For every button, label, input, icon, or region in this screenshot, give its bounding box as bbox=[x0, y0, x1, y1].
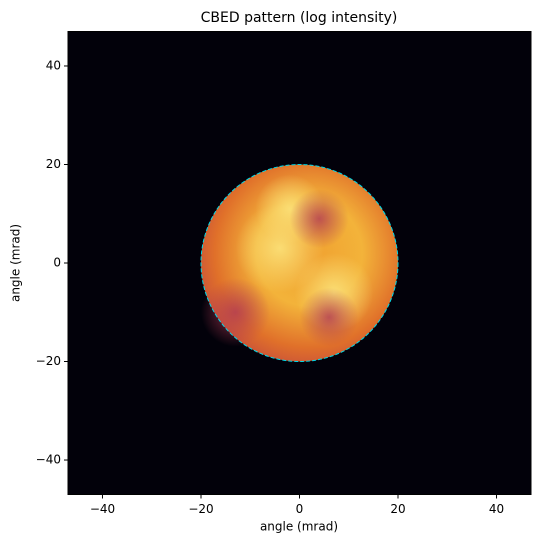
y-axis-label: angle (mrad) bbox=[9, 224, 23, 302]
x-tick-label: −40 bbox=[90, 502, 115, 516]
x-tick-label: 40 bbox=[489, 502, 504, 516]
y-tick-label: 0 bbox=[53, 256, 61, 270]
y-tick-label: 20 bbox=[46, 157, 61, 171]
aperture-circle bbox=[200, 163, 399, 363]
disk-texture bbox=[299, 287, 359, 347]
x-tick-label: −20 bbox=[188, 502, 213, 516]
y-tick-label: 40 bbox=[46, 58, 61, 72]
x-axis-label: angle (mrad) bbox=[260, 520, 338, 534]
y-tick-label: −40 bbox=[36, 453, 61, 467]
chart-title: CBED pattern (log intensity) bbox=[201, 10, 398, 26]
y-tick-label: −20 bbox=[36, 354, 61, 368]
x-tick-label: 0 bbox=[296, 502, 304, 516]
x-tick-label: 20 bbox=[390, 502, 405, 516]
disk-texture bbox=[200, 277, 270, 347]
disk-texture bbox=[289, 189, 349, 249]
